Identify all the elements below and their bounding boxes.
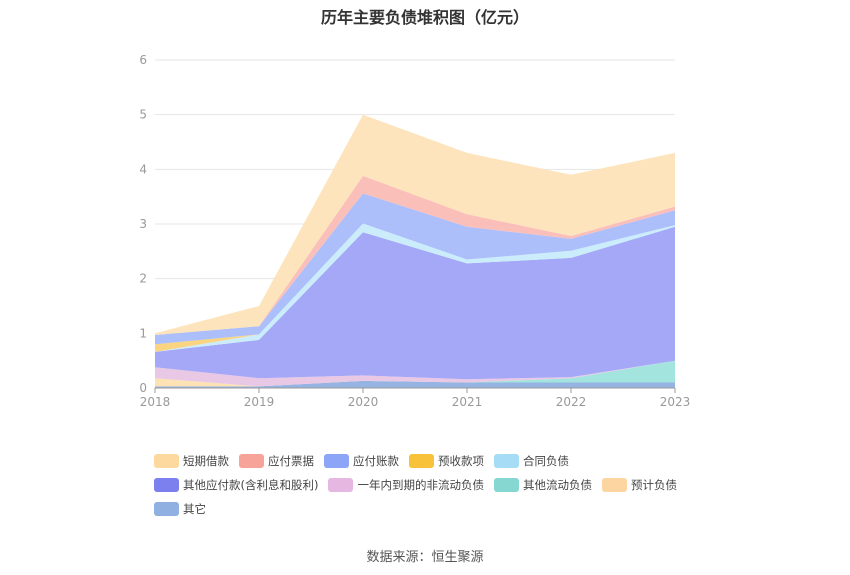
legend-label: 其他流动负债 xyxy=(522,478,592,492)
area-series xyxy=(155,114,675,388)
legend-label: 合同负债 xyxy=(523,454,569,468)
area-series-预计负债 xyxy=(155,378,675,387)
legend-item[interactable]: 预计负债 xyxy=(601,477,677,493)
axes: 0 1 2 3 4 5 6 2018 2019 2020 2021 2022 2023 xyxy=(139,53,690,409)
area-series-其他流动负债 xyxy=(155,360,675,387)
area-series-一年内到期的非流动负债 xyxy=(155,360,675,387)
y-tick-label: 2 xyxy=(139,272,147,286)
area-series-合同负债 xyxy=(155,223,675,352)
legend-label: 短期借款 xyxy=(183,454,229,468)
legend-swatch xyxy=(324,454,349,468)
legend-item[interactable]: 预收款项 xyxy=(409,453,484,469)
area-series-应付票据 xyxy=(155,175,675,335)
chart-title: 历年主要负债堆积图（亿元） xyxy=(320,8,529,27)
x-tick-label: 2023 xyxy=(660,395,691,409)
y-tick-label: 0 xyxy=(139,381,147,395)
data-source: 数据来源：恒生聚源 xyxy=(366,550,484,565)
legend-item[interactable]: 短期借款 xyxy=(154,453,229,469)
legend-swatch xyxy=(154,502,179,516)
area-series-应付账款 xyxy=(155,193,675,345)
legend-swatch xyxy=(493,478,519,492)
x-tick-label: 2019 xyxy=(244,395,275,409)
legend-row: 短期借款 应付票据 应付账款 预收款项 合同负债 xyxy=(154,449,754,473)
legend-swatch xyxy=(154,478,179,492)
y-tick-label: 6 xyxy=(139,53,147,67)
legend-swatch xyxy=(239,454,264,468)
legend-item[interactable]: 其它 xyxy=(154,501,206,517)
x-tick-label: 2021 xyxy=(452,395,483,409)
legend-label: 其它 xyxy=(183,502,206,516)
legend: 短期借款 应付票据 应付账款 预收款项 合同负债其他应付款(含利息和股利) 一年内到期的非… xyxy=(154,449,754,521)
legend-label: 应付账款 xyxy=(353,454,399,468)
legend-label: 一年内到期的非流动负债 xyxy=(357,478,484,492)
legend-swatch xyxy=(409,454,434,468)
area-series-其它 xyxy=(155,380,675,388)
x-tick-label: 2020 xyxy=(348,395,379,409)
y-tick-label: 1 xyxy=(139,326,147,340)
legend-item[interactable]: 应付票据 xyxy=(239,453,314,469)
x-tick-label: 2022 xyxy=(556,395,587,409)
legend-swatch xyxy=(154,454,179,468)
legend-row: 其它 xyxy=(154,497,754,521)
legend-label: 预收款项 xyxy=(438,454,484,468)
x-tick-label: 2018 xyxy=(140,395,171,409)
legend-label: 预计负债 xyxy=(630,478,677,492)
y-tick-label: 4 xyxy=(139,162,147,176)
stacked-area-chart: 0 1 2 3 4 5 6 2018 2019 2020 2021 2022 2023 xyxy=(139,53,690,409)
legend-swatch xyxy=(494,454,519,468)
legend-item[interactable]: 其他应付款(含利息和股利) xyxy=(154,477,318,493)
legend-label: 其他应付款(含利息和股利) xyxy=(183,478,319,492)
y-tick-label: 3 xyxy=(139,217,147,231)
legend-swatch xyxy=(601,478,627,492)
y-tick-label: 5 xyxy=(139,108,147,122)
legend-item[interactable]: 一年内到期的非流动负债 xyxy=(328,477,484,493)
legend-item[interactable]: 其他流动负债 xyxy=(493,477,592,493)
area-series-短期借款 xyxy=(155,114,675,335)
legend-swatch xyxy=(328,478,354,492)
legend-row: 其他应付款(含利息和股利) 一年内到期的非流动负债 其他流动负债 预计负债 xyxy=(154,473,754,497)
legend-item[interactable]: 应付账款 xyxy=(324,453,399,469)
area-series-其他应付款(含利息和股利) xyxy=(155,226,675,380)
legend-item[interactable]: 合同负债 xyxy=(494,453,569,469)
legend-label: 应付票据 xyxy=(268,454,314,468)
